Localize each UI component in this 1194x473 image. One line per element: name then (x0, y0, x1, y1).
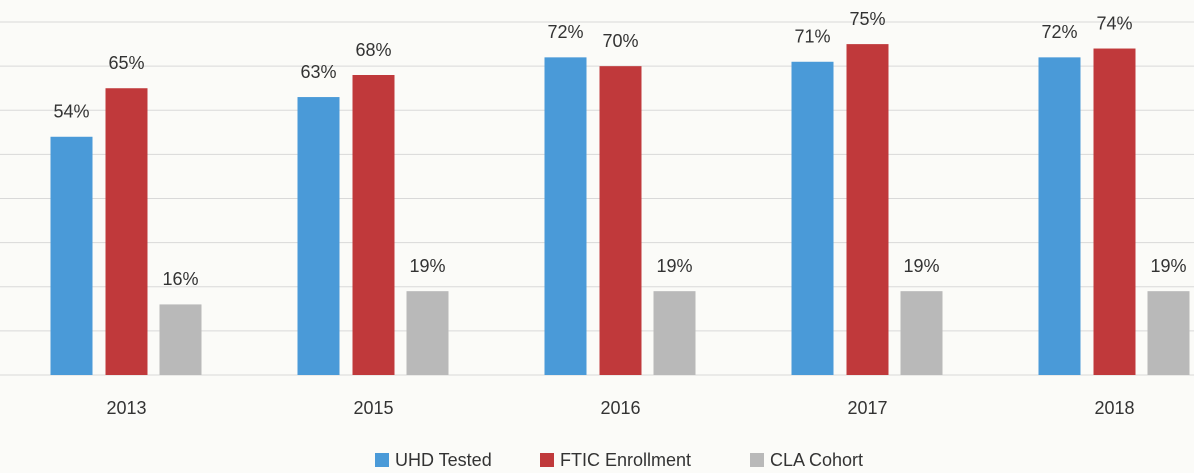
data-label: 75% (849, 9, 885, 29)
bar (352, 75, 395, 375)
x-tick-label: 2016 (600, 398, 640, 418)
data-label: 72% (1041, 22, 1077, 42)
x-tick-label: 2018 (1094, 398, 1134, 418)
x-tick-label: 2013 (106, 398, 146, 418)
x-tick-label: 2017 (847, 398, 887, 418)
legend-swatch (750, 453, 764, 467)
data-label: 19% (903, 256, 939, 276)
data-label: 65% (108, 53, 144, 73)
data-label: 19% (656, 256, 692, 276)
bar (900, 291, 943, 375)
legend-swatch (375, 453, 389, 467)
data-label: 71% (794, 27, 830, 47)
bar (653, 291, 696, 375)
bar (159, 304, 202, 375)
bar (791, 61, 834, 375)
data-label: 68% (355, 40, 391, 60)
data-label: 19% (409, 256, 445, 276)
bar (105, 88, 148, 375)
bar (846, 44, 889, 375)
data-label: 74% (1096, 13, 1132, 33)
data-label: 54% (53, 102, 89, 122)
legend-label: UHD Tested (395, 450, 492, 470)
bar (1038, 57, 1081, 376)
bar (297, 97, 340, 375)
data-label: 70% (602, 31, 638, 51)
bar (50, 136, 93, 375)
x-tick-label: 2015 (353, 398, 393, 418)
data-label: 16% (162, 269, 198, 289)
data-label: 63% (300, 62, 336, 82)
legend-swatch (540, 453, 554, 467)
data-label: 72% (547, 22, 583, 42)
bar (1093, 48, 1136, 375)
data-label: 19% (1150, 256, 1186, 276)
bar (599, 66, 642, 376)
bar (1147, 291, 1190, 375)
bar (544, 57, 587, 376)
bar (406, 291, 449, 375)
legend-label: FTIC Enrollment (560, 450, 691, 470)
legend-label: CLA Cohort (770, 450, 863, 470)
